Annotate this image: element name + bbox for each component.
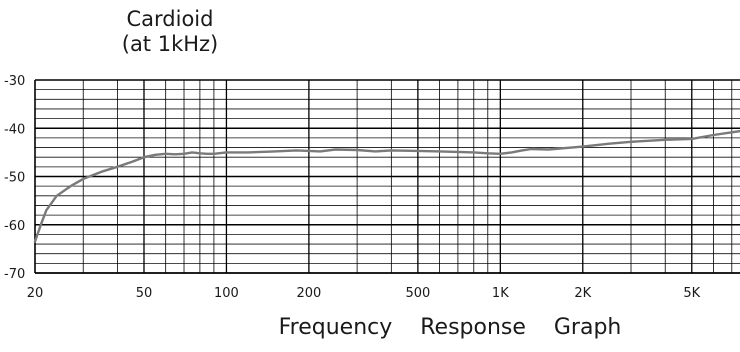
x-tick-label: 2K <box>574 286 591 301</box>
y-tick-label: -40 <box>4 122 25 137</box>
response-curve <box>33 129 740 243</box>
y-tick-label: -30 <box>4 74 25 89</box>
x-axis-label: Frequency Response Graph <box>278 315 622 340</box>
chart-subtitle: (at 1kHz) <box>121 32 219 56</box>
series-group <box>33 129 740 243</box>
y-tick-label: -70 <box>4 267 25 282</box>
x-tick-label: 50 <box>136 286 153 301</box>
x-tick-label: 20 <box>27 286 44 301</box>
y-tick-label: -60 <box>4 219 25 234</box>
x-tick-labels: 20 50 100 200 500 1K 2K 5K <box>27 286 701 301</box>
y-tick-labels: -30 -40 -50 -60 -70 <box>4 74 25 282</box>
y-tick-label: -50 <box>4 171 25 186</box>
x-tick-label: 500 <box>405 286 430 301</box>
x-tick-label: 200 <box>296 286 321 301</box>
x-tick-label: 5K <box>683 286 700 301</box>
x-tick-label: 100 <box>214 286 239 301</box>
major-gridlines <box>34 79 740 274</box>
chart-title: Cardioid <box>126 7 214 31</box>
x-tick-label: 1K <box>492 286 509 301</box>
